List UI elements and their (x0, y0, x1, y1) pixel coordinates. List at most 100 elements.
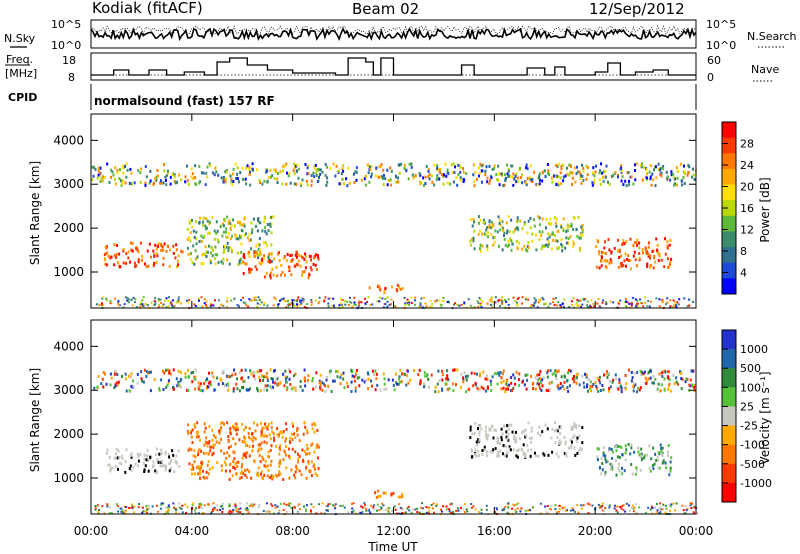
scatter-point (101, 297, 104, 300)
scatter-point (266, 424, 269, 428)
scatter-point (195, 242, 198, 246)
scatter-point (498, 221, 501, 225)
scatter-point (228, 477, 231, 481)
scatter-point (667, 376, 670, 380)
scatter-point (184, 175, 187, 179)
scatter-point (375, 372, 378, 376)
scatter-point (177, 263, 180, 267)
scatter-point (252, 444, 254, 448)
scatter-point (560, 165, 563, 168)
scatter-point (546, 371, 549, 375)
scatter-point (529, 454, 532, 458)
scatter-point (615, 445, 618, 449)
scatter-point (380, 165, 383, 168)
scatter-point (144, 183, 147, 187)
scatter-point (129, 260, 132, 264)
scatter-point (149, 169, 152, 173)
scatter-point (213, 173, 216, 177)
scatter-point (313, 421, 316, 425)
scatter-point (463, 503, 466, 506)
scatter-point (243, 233, 246, 237)
scatter-point (276, 181, 279, 185)
scatter-point (601, 509, 604, 512)
scatter-point (282, 256, 285, 260)
scatter-point (576, 504, 579, 507)
scatter-point (561, 302, 564, 305)
scatter-point (490, 424, 493, 428)
scatter-point (392, 383, 395, 387)
scatter-point (512, 386, 515, 390)
scatter-point (549, 302, 552, 305)
scatter-point (664, 252, 667, 256)
scatter-point (169, 459, 172, 463)
scatter-point (644, 246, 647, 250)
scatter-point (296, 303, 298, 306)
scatter-point (604, 507, 607, 510)
scatter-point (518, 437, 521, 441)
scatter-point (431, 306, 433, 309)
scatter-point (244, 468, 246, 472)
scatter-point (683, 164, 685, 168)
scatter-point (489, 379, 492, 383)
scatter-point (226, 374, 229, 378)
scatter-point (256, 370, 259, 374)
scatter-point (367, 296, 370, 299)
scatter-point (518, 241, 520, 245)
scatter-point (120, 179, 122, 183)
scatter-point (550, 233, 553, 237)
scatter-point (214, 257, 217, 261)
scatter-point (225, 383, 228, 387)
scatter-point (102, 371, 105, 374)
scatter-point (547, 242, 550, 246)
power-colorbar-label: Power [dB] (758, 177, 772, 242)
scatter-point (118, 252, 121, 256)
scatter-point (311, 427, 314, 431)
scatter-point (559, 304, 562, 307)
scatter-point (524, 298, 527, 301)
scatter-point (205, 255, 208, 258)
scatter-point (669, 260, 672, 264)
scatter-point (658, 466, 661, 470)
scatter-point (414, 508, 417, 511)
scatter-point (581, 163, 584, 167)
scatter-point (227, 222, 230, 225)
scatter-point (210, 303, 213, 306)
scatter-point (197, 512, 200, 515)
scatter-point (283, 299, 285, 302)
scatter-point (678, 298, 681, 301)
scatter-point (555, 428, 558, 432)
scatter-point (559, 432, 562, 435)
scatter-point (685, 377, 688, 381)
scatter-point (227, 511, 230, 514)
scatter-point (658, 254, 661, 258)
scatter-point (157, 306, 160, 309)
scatter-point (279, 459, 282, 463)
scatter-point (497, 215, 500, 219)
scatter-point (382, 372, 385, 376)
scatter-point (278, 431, 281, 435)
scatter-point (193, 449, 196, 453)
scatter-point (629, 452, 632, 456)
scatter-point (168, 455, 171, 459)
scatter-point (235, 472, 238, 476)
scatter-point (536, 382, 539, 386)
scatter-point (478, 454, 480, 457)
scatter-point (550, 380, 553, 384)
scatter-point (167, 169, 169, 173)
scatter-point (656, 244, 659, 247)
scatter-point (200, 261, 203, 265)
scatter-point (582, 169, 585, 173)
scatter-point (610, 260, 613, 264)
scatter-point (522, 443, 525, 447)
scatter-point (260, 301, 263, 304)
scatter-point (245, 444, 247, 448)
scatter-point (257, 449, 260, 453)
scatter-point (472, 218, 475, 221)
scatter-point (202, 223, 205, 227)
scatter-point (181, 250, 184, 254)
scatter-point (162, 369, 164, 373)
noise-tick-left-top: 10^5 (51, 18, 81, 31)
scatter-point (413, 369, 415, 372)
scatter-point (136, 246, 139, 250)
x-tick-label: 08:00 (275, 524, 310, 538)
